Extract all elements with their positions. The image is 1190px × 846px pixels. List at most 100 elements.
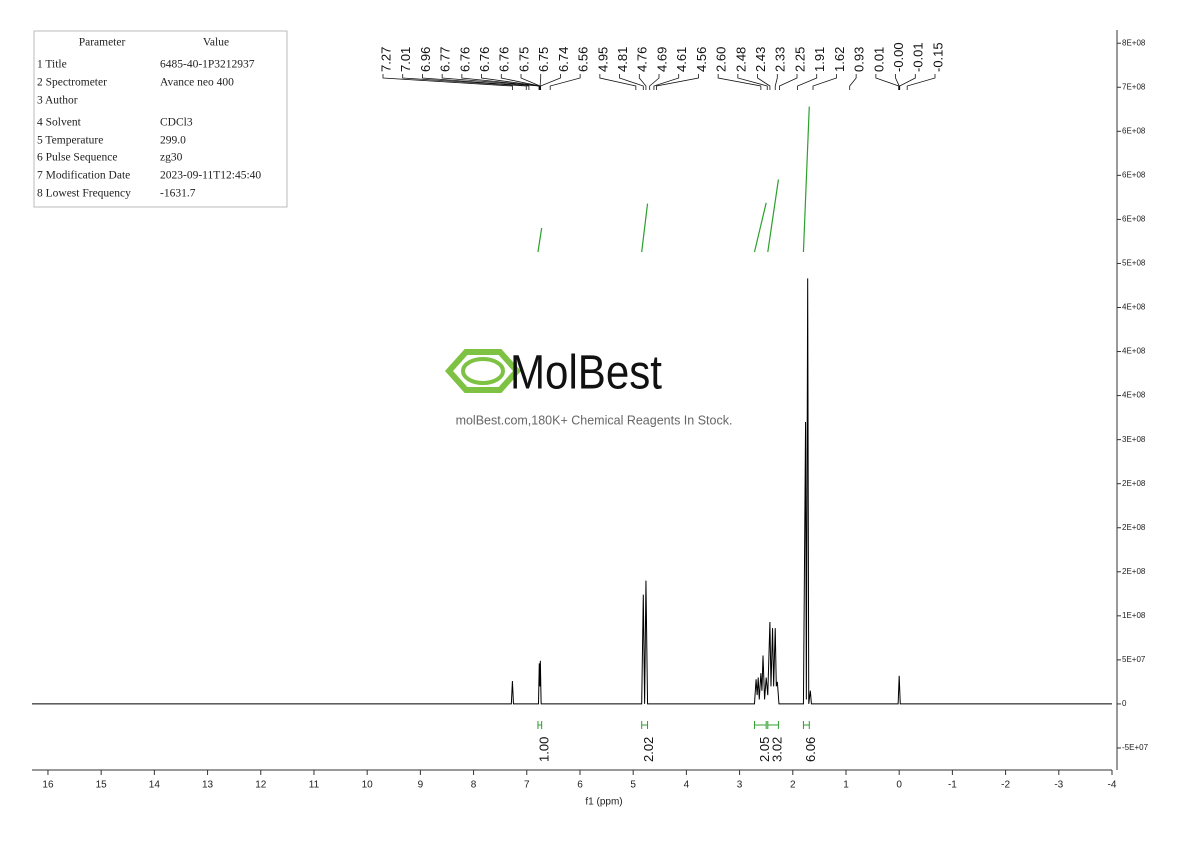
peak-connector — [599, 74, 637, 90]
peak-label: 6.76 — [497, 47, 512, 72]
y-tick-label: 6E+08 — [1122, 170, 1146, 179]
x-tick-label: 7 — [524, 780, 530, 791]
peak-label: 6.76 — [477, 47, 492, 72]
integral-curve — [802, 106, 810, 253]
integral-curve — [641, 203, 649, 253]
peak-connector — [520, 74, 541, 90]
x-tick-label: 5 — [630, 780, 636, 791]
integral-curve — [537, 227, 543, 253]
x-tick-label: 15 — [96, 780, 108, 791]
table-label: 3 Author — [37, 95, 78, 107]
table-value: Avance neo 400 — [160, 77, 234, 89]
peak-label: 6.75 — [536, 47, 551, 72]
peak-connector — [382, 74, 513, 90]
integral-label: 3.02 — [770, 737, 785, 762]
x-tick-label: -3 — [1054, 780, 1063, 791]
peak-label: 2.33 — [773, 47, 788, 72]
x-tick-label: 0 — [896, 780, 902, 791]
table-header: Parameter — [79, 37, 126, 49]
x-tick-label: 4 — [684, 780, 690, 791]
parameter-table: Parameter Value 1 Title 6485-40-1P3212937 2 … — [37, 37, 261, 200]
x-tick-label: 11 — [309, 780, 320, 791]
integral-bracket — [753, 721, 767, 729]
y-tick-label: 4E+08 — [1122, 391, 1146, 400]
y-tick-label: 3E+08 — [1122, 435, 1146, 444]
peak-connector — [656, 74, 699, 90]
y-tick-label: 7E+08 — [1122, 82, 1146, 91]
watermark-tagline: molBest.com,180K+ Chemical Reagents In S… — [456, 413, 733, 427]
peak-label: 2.60 — [714, 47, 729, 72]
y-tick-label: 2E+08 — [1122, 567, 1146, 576]
integral-bracket — [537, 721, 543, 729]
integral-bracket — [802, 721, 810, 729]
peak-label: 4.95 — [595, 47, 610, 72]
peak-label: 6.74 — [556, 47, 571, 72]
y-tick-label: 0 — [1122, 699, 1127, 708]
parameter-table-border — [33, 30, 288, 208]
table-value: CDCl3 — [160, 117, 193, 129]
peak-connector — [402, 74, 527, 90]
peak-label: 0.93 — [852, 47, 867, 72]
peak-label: -0.01 — [911, 42, 926, 72]
y-tick-label: 2E+08 — [1122, 479, 1146, 488]
x-tick-label: 3 — [737, 780, 743, 791]
watermark-brand: MolBest — [510, 347, 662, 400]
peak-label: 6.56 — [576, 47, 591, 72]
watermark: MolBest molBest.com,180K+ Chemical Reage… — [444, 347, 733, 427]
y-tick-label: -5E+07 — [1122, 743, 1149, 752]
table-header: Value — [203, 37, 229, 49]
integral-label: 2.02 — [641, 737, 656, 762]
x-tick-label: 2 — [790, 780, 796, 791]
peak-connector — [717, 74, 762, 90]
peak-label: 1.62 — [832, 47, 847, 72]
peak-connector — [649, 74, 660, 90]
table-value: zg30 — [160, 152, 183, 164]
table-label: 6 Pulse Sequence — [37, 152, 117, 164]
peak-label: 2.43 — [753, 47, 768, 72]
y-tick-label: 6E+08 — [1122, 215, 1146, 224]
peak-connector — [638, 74, 647, 90]
integral-bracket — [641, 721, 649, 729]
peak-connector — [779, 74, 798, 90]
peak-label: 4.69 — [654, 47, 669, 72]
peak-label: 4.61 — [674, 47, 689, 72]
x-tick-label: 1 — [843, 780, 849, 791]
peak-connector — [875, 74, 900, 90]
table-label: 7 Modification Date — [37, 170, 130, 182]
y-tick-label: 8E+08 — [1122, 38, 1146, 47]
peak-connector — [619, 74, 644, 90]
peak-connector — [441, 74, 540, 90]
x-tick-label: 13 — [202, 780, 214, 791]
x-axis-label: f1 (ppm) — [585, 797, 622, 808]
integral-curve — [767, 179, 780, 253]
x-tick-label: 12 — [255, 780, 267, 791]
y-tick-label: 5E+08 — [1122, 259, 1146, 268]
table-label: 4 Solvent — [37, 117, 82, 129]
peak-connector — [422, 74, 530, 90]
peak-label: -0.15 — [930, 42, 945, 72]
peak-label: 7.27 — [378, 47, 393, 72]
watermark-logo — [444, 349, 522, 393]
watermark-logo-ring — [461, 357, 505, 385]
peak-connector — [737, 74, 768, 90]
peak-label: 6.77 — [438, 47, 453, 72]
y-tick-label: 2E+08 — [1122, 523, 1146, 532]
peak-connector — [849, 74, 857, 90]
table-value: -1631.7 — [160, 188, 196, 200]
table-value: 6485-40-1P3212937 — [160, 59, 255, 71]
y-tick-label: 5E+07 — [1122, 655, 1146, 664]
x-tick-label: 16 — [42, 780, 54, 791]
y-tick-label: 6E+08 — [1122, 126, 1146, 135]
peak-connector — [906, 74, 936, 90]
table-value: 2023-09-11T12:45:40 — [160, 170, 261, 182]
spectrum-line — [32, 278, 1112, 705]
x-tick-label: 9 — [418, 780, 424, 791]
peak-label: 6.75 — [516, 47, 531, 72]
table-label: 1 Title — [37, 59, 67, 71]
peak-label: 1.91 — [812, 47, 827, 72]
y-tick-label: 4E+08 — [1122, 347, 1146, 356]
x-tick-label: 6 — [577, 780, 583, 791]
integral-label: 1.00 — [536, 737, 551, 762]
peak-connector — [549, 74, 581, 90]
